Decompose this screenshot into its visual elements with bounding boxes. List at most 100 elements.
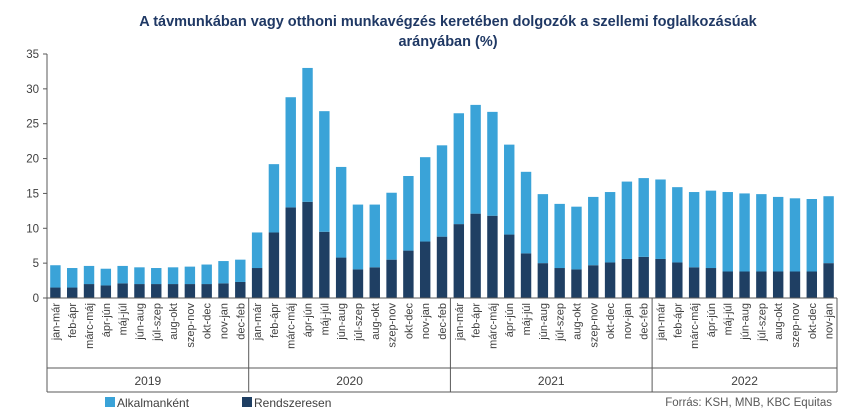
bar-rendszeresen	[772, 271, 784, 298]
x-tick-label: szep-nov	[185, 303, 197, 348]
bar-rendszeresen	[100, 285, 112, 298]
x-tick-label: máj-júl	[521, 303, 533, 335]
y-tick-label: 20	[26, 154, 39, 166]
bar-rendszeresen	[167, 284, 179, 298]
x-tick-label: jún-aug	[538, 303, 550, 341]
y-tick-label: 15	[26, 188, 39, 200]
bar-rendszeresen	[369, 267, 380, 298]
x-tick-label: jún-aug	[134, 303, 146, 341]
bar-rendszeresen	[419, 241, 431, 298]
bar-alkalmankent	[655, 179, 666, 259]
bar-alkalmankent	[184, 266, 196, 285]
bar-alkalmankent	[100, 268, 112, 286]
bar-alkalmankent	[638, 178, 649, 257]
bar-rendszeresen	[251, 268, 263, 298]
bar-alkalmankent	[302, 67, 313, 202]
bar-alkalmankent	[789, 198, 801, 272]
bar-alkalmankent	[487, 111, 498, 216]
x-tick-label: márc-máj	[286, 303, 298, 349]
bar-rendszeresen	[117, 283, 128, 298]
bar-rendszeresen	[621, 258, 633, 298]
bar-rendszeresen	[302, 201, 313, 298]
bar-alkalmankent	[571, 206, 582, 270]
bar-alkalmankent	[235, 259, 246, 282]
bar-rendszeresen	[134, 284, 145, 298]
y-tick-label: 25	[26, 119, 39, 131]
bar-rendszeresen	[537, 263, 549, 298]
bar-rendszeresen	[520, 253, 532, 298]
bar-alkalmankent	[453, 113, 465, 225]
bar-alkalmankent	[83, 265, 95, 285]
bar-rendszeresen	[789, 271, 801, 298]
x-tick-label: márc-máj	[84, 303, 96, 349]
y-axis: 0 5 10 15 20 25 30 35	[26, 49, 48, 305]
x-tick-label: jún-aug	[336, 303, 348, 341]
year-label: 2020	[336, 374, 363, 388]
x-tick-label: feb-ápr	[269, 303, 281, 338]
x-tick-label: jan-már	[454, 303, 466, 342]
x-tick-label: dec-feb	[437, 303, 449, 340]
bar-alkalmankent	[67, 268, 78, 288]
x-tick-label: feb-ápr	[471, 303, 483, 338]
legend-swatch-alkalmankent	[105, 397, 115, 407]
x-tick-label: okt-dec	[403, 303, 415, 340]
bar-rendszeresen	[604, 262, 616, 298]
bar-rendszeresen	[554, 268, 565, 298]
bar-alkalmankent	[772, 196, 784, 272]
bar-rendszeresen	[739, 271, 750, 298]
bar-alkalmankent	[537, 194, 549, 264]
x-tick-label: júl-szep	[353, 303, 365, 342]
source-note: Forrás: KSH, MNB, KBC Equitas	[665, 397, 832, 409]
x-tick-label: aug-okt	[168, 303, 180, 340]
bar-rendszeresen	[403, 250, 414, 298]
x-tick-label: jan-már	[252, 303, 264, 342]
bar-alkalmankent	[756, 194, 767, 272]
x-tick-label: szep-nov	[790, 303, 802, 348]
bar-rendszeresen	[235, 281, 246, 298]
bar-alkalmankent	[806, 199, 817, 272]
x-tick-label: feb-ápr	[67, 303, 79, 338]
bar-rendszeresen	[588, 265, 599, 298]
bar-alkalmankent	[268, 164, 280, 233]
x-tick-label: máj-júl	[319, 303, 331, 335]
bar-rendszeresen	[487, 215, 498, 298]
x-tick-label: nov-jan	[420, 303, 432, 339]
year-groups: 2019 2020 2021 2022	[46, 298, 838, 393]
bar-alkalmankent	[335, 166, 347, 258]
bar-rendszeresen	[151, 284, 162, 298]
x-tick-label: jún-aug	[740, 303, 752, 341]
bar-rendszeresen	[655, 258, 666, 298]
bar-rendszeresen	[504, 234, 515, 298]
bar-rendszeresen	[268, 232, 280, 298]
x-tick-label: okt-dec	[807, 303, 819, 340]
year-label: 2021	[538, 374, 565, 388]
bar-alkalmankent	[218, 261, 229, 284]
bar-rendszeresen	[823, 263, 834, 298]
bar-alkalmankent	[201, 264, 212, 285]
x-tick-label: márc-máj	[487, 303, 499, 349]
x-tick-label: máj-júl	[723, 303, 735, 335]
y-tick-label: 5	[33, 258, 39, 270]
bar-alkalmankent	[621, 181, 633, 259]
bar-rendszeresen	[184, 284, 196, 298]
bar-alkalmankent	[823, 196, 834, 264]
bar-alkalmankent	[167, 267, 179, 285]
bar-alkalmankent	[672, 187, 683, 263]
bar-rendszeresen	[67, 287, 78, 298]
bar-alkalmankent	[470, 104, 481, 214]
year-label: 2019	[134, 374, 161, 388]
bar-alkalmankent	[588, 196, 599, 266]
x-tick-label: márc-máj	[689, 303, 701, 349]
bar-alkalmankent	[369, 204, 380, 268]
x-tick-label: júl-szep	[756, 303, 768, 342]
bar-rendszeresen	[386, 259, 397, 298]
bar-rendszeresen	[688, 267, 700, 298]
bar-alkalmankent	[436, 145, 448, 237]
x-tick-label: ápr-jún	[101, 303, 113, 337]
x-tick-label: szep-nov	[588, 303, 600, 348]
x-tick-label: júl-szep	[555, 303, 567, 342]
bar-rendszeresen	[756, 271, 767, 298]
x-tick-label: ápr-jún	[504, 303, 516, 337]
bar-alkalmankent	[520, 171, 532, 254]
x-tick-label: ápr-jún	[706, 303, 718, 337]
